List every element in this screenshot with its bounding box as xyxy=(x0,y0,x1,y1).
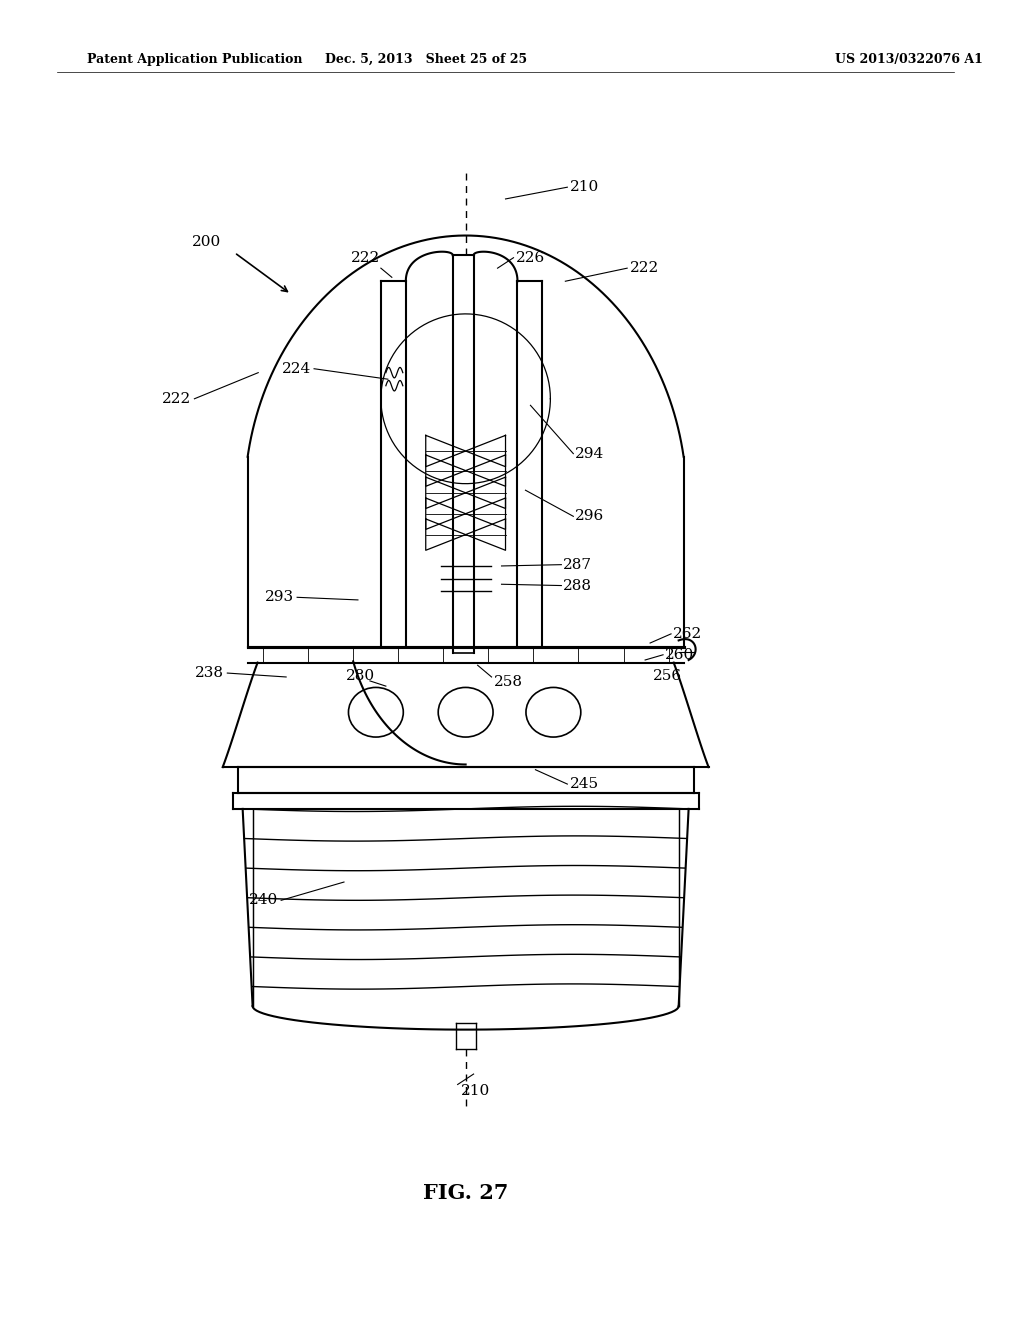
Text: 260: 260 xyxy=(665,648,694,661)
Text: 224: 224 xyxy=(282,362,311,376)
Text: 256: 256 xyxy=(653,669,682,682)
Text: 222: 222 xyxy=(162,392,191,405)
Text: 258: 258 xyxy=(494,676,522,689)
Text: 288: 288 xyxy=(563,578,592,593)
Text: 238: 238 xyxy=(196,667,224,680)
Text: Dec. 5, 2013   Sheet 25 of 25: Dec. 5, 2013 Sheet 25 of 25 xyxy=(325,53,526,66)
Text: Patent Application Publication: Patent Application Publication xyxy=(87,53,302,66)
Text: 222: 222 xyxy=(630,261,659,275)
Text: 200: 200 xyxy=(193,235,221,249)
Text: 222: 222 xyxy=(351,251,381,265)
Text: 210: 210 xyxy=(570,181,600,194)
Text: 280: 280 xyxy=(346,669,376,682)
Text: 296: 296 xyxy=(575,510,604,523)
Text: 240: 240 xyxy=(249,894,279,907)
Text: 287: 287 xyxy=(563,557,592,572)
Text: US 2013/0322076 A1: US 2013/0322076 A1 xyxy=(835,53,982,66)
Text: FIG. 27: FIG. 27 xyxy=(423,1183,508,1203)
Text: 293: 293 xyxy=(265,590,294,605)
Text: 210: 210 xyxy=(461,1084,489,1098)
Text: 226: 226 xyxy=(515,251,545,265)
Text: 294: 294 xyxy=(575,446,604,461)
Text: 245: 245 xyxy=(570,777,599,791)
Text: 262: 262 xyxy=(673,627,702,642)
